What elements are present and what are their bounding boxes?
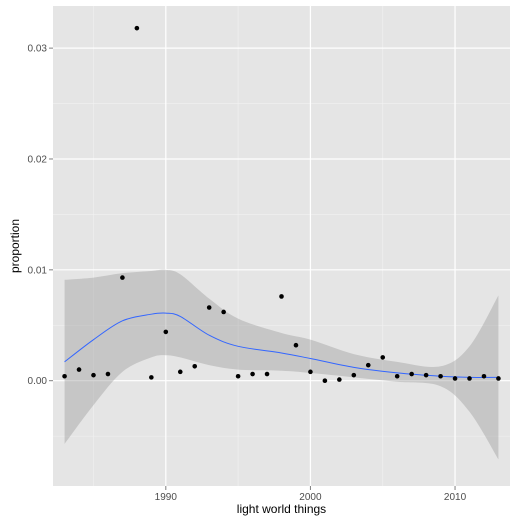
- y-axis-ticks: 0.00 0.01 0.02 0.03: [28, 44, 53, 387]
- data-point: [293, 342, 299, 348]
- data-points: [62, 25, 501, 383]
- data-point: [192, 363, 198, 369]
- grid-minor-lines: [53, 6, 510, 486]
- grid-major-lines: [53, 6, 510, 486]
- data-point: [120, 275, 125, 280]
- y-tick-label: 0.02: [28, 154, 48, 165]
- data-point: [76, 367, 82, 372]
- data-point: [467, 376, 472, 381]
- data-point: [264, 371, 270, 377]
- y-axis-title: proportion: [8, 219, 22, 273]
- data-point: [105, 371, 111, 377]
- plot-panel: [53, 6, 510, 486]
- x-tick-label: 2000: [299, 492, 322, 503]
- data-point: [134, 25, 140, 31]
- data-point: [394, 373, 400, 379]
- data-point: [496, 376, 501, 381]
- x-tick-label: 1990: [155, 492, 178, 503]
- data-point: [91, 372, 96, 378]
- confidence-ribbon: [64, 269, 499, 460]
- smooth-trend-line: [64, 312, 499, 378]
- y-tick-label: 0.03: [28, 44, 48, 55]
- data-point: [279, 294, 284, 299]
- data-point: [149, 375, 154, 380]
- data-point: [250, 371, 255, 377]
- data-point: [163, 329, 169, 335]
- data-point: [322, 378, 328, 383]
- data-point: [206, 305, 212, 310]
- data-point: [409, 371, 414, 377]
- data-point: [452, 376, 458, 381]
- data-point: [62, 373, 67, 379]
- data-point: [177, 369, 183, 375]
- y-tick-label: 0.00: [28, 376, 48, 387]
- data-point: [221, 309, 226, 315]
- data-point: [351, 372, 357, 378]
- data-point: [481, 373, 487, 379]
- data-point: [235, 373, 241, 379]
- data-point: [365, 362, 371, 368]
- data-point: [423, 372, 429, 378]
- x-axis-ticks: 1990 2000 2010: [155, 486, 467, 503]
- data-point: [380, 355, 386, 360]
- x-tick-label: 2010: [444, 492, 467, 503]
- y-tick-label: 0.01: [28, 265, 48, 276]
- data-point: [308, 369, 313, 375]
- data-point: [438, 373, 443, 379]
- data-point: [337, 377, 342, 382]
- x-axis-title: light world things: [237, 502, 326, 516]
